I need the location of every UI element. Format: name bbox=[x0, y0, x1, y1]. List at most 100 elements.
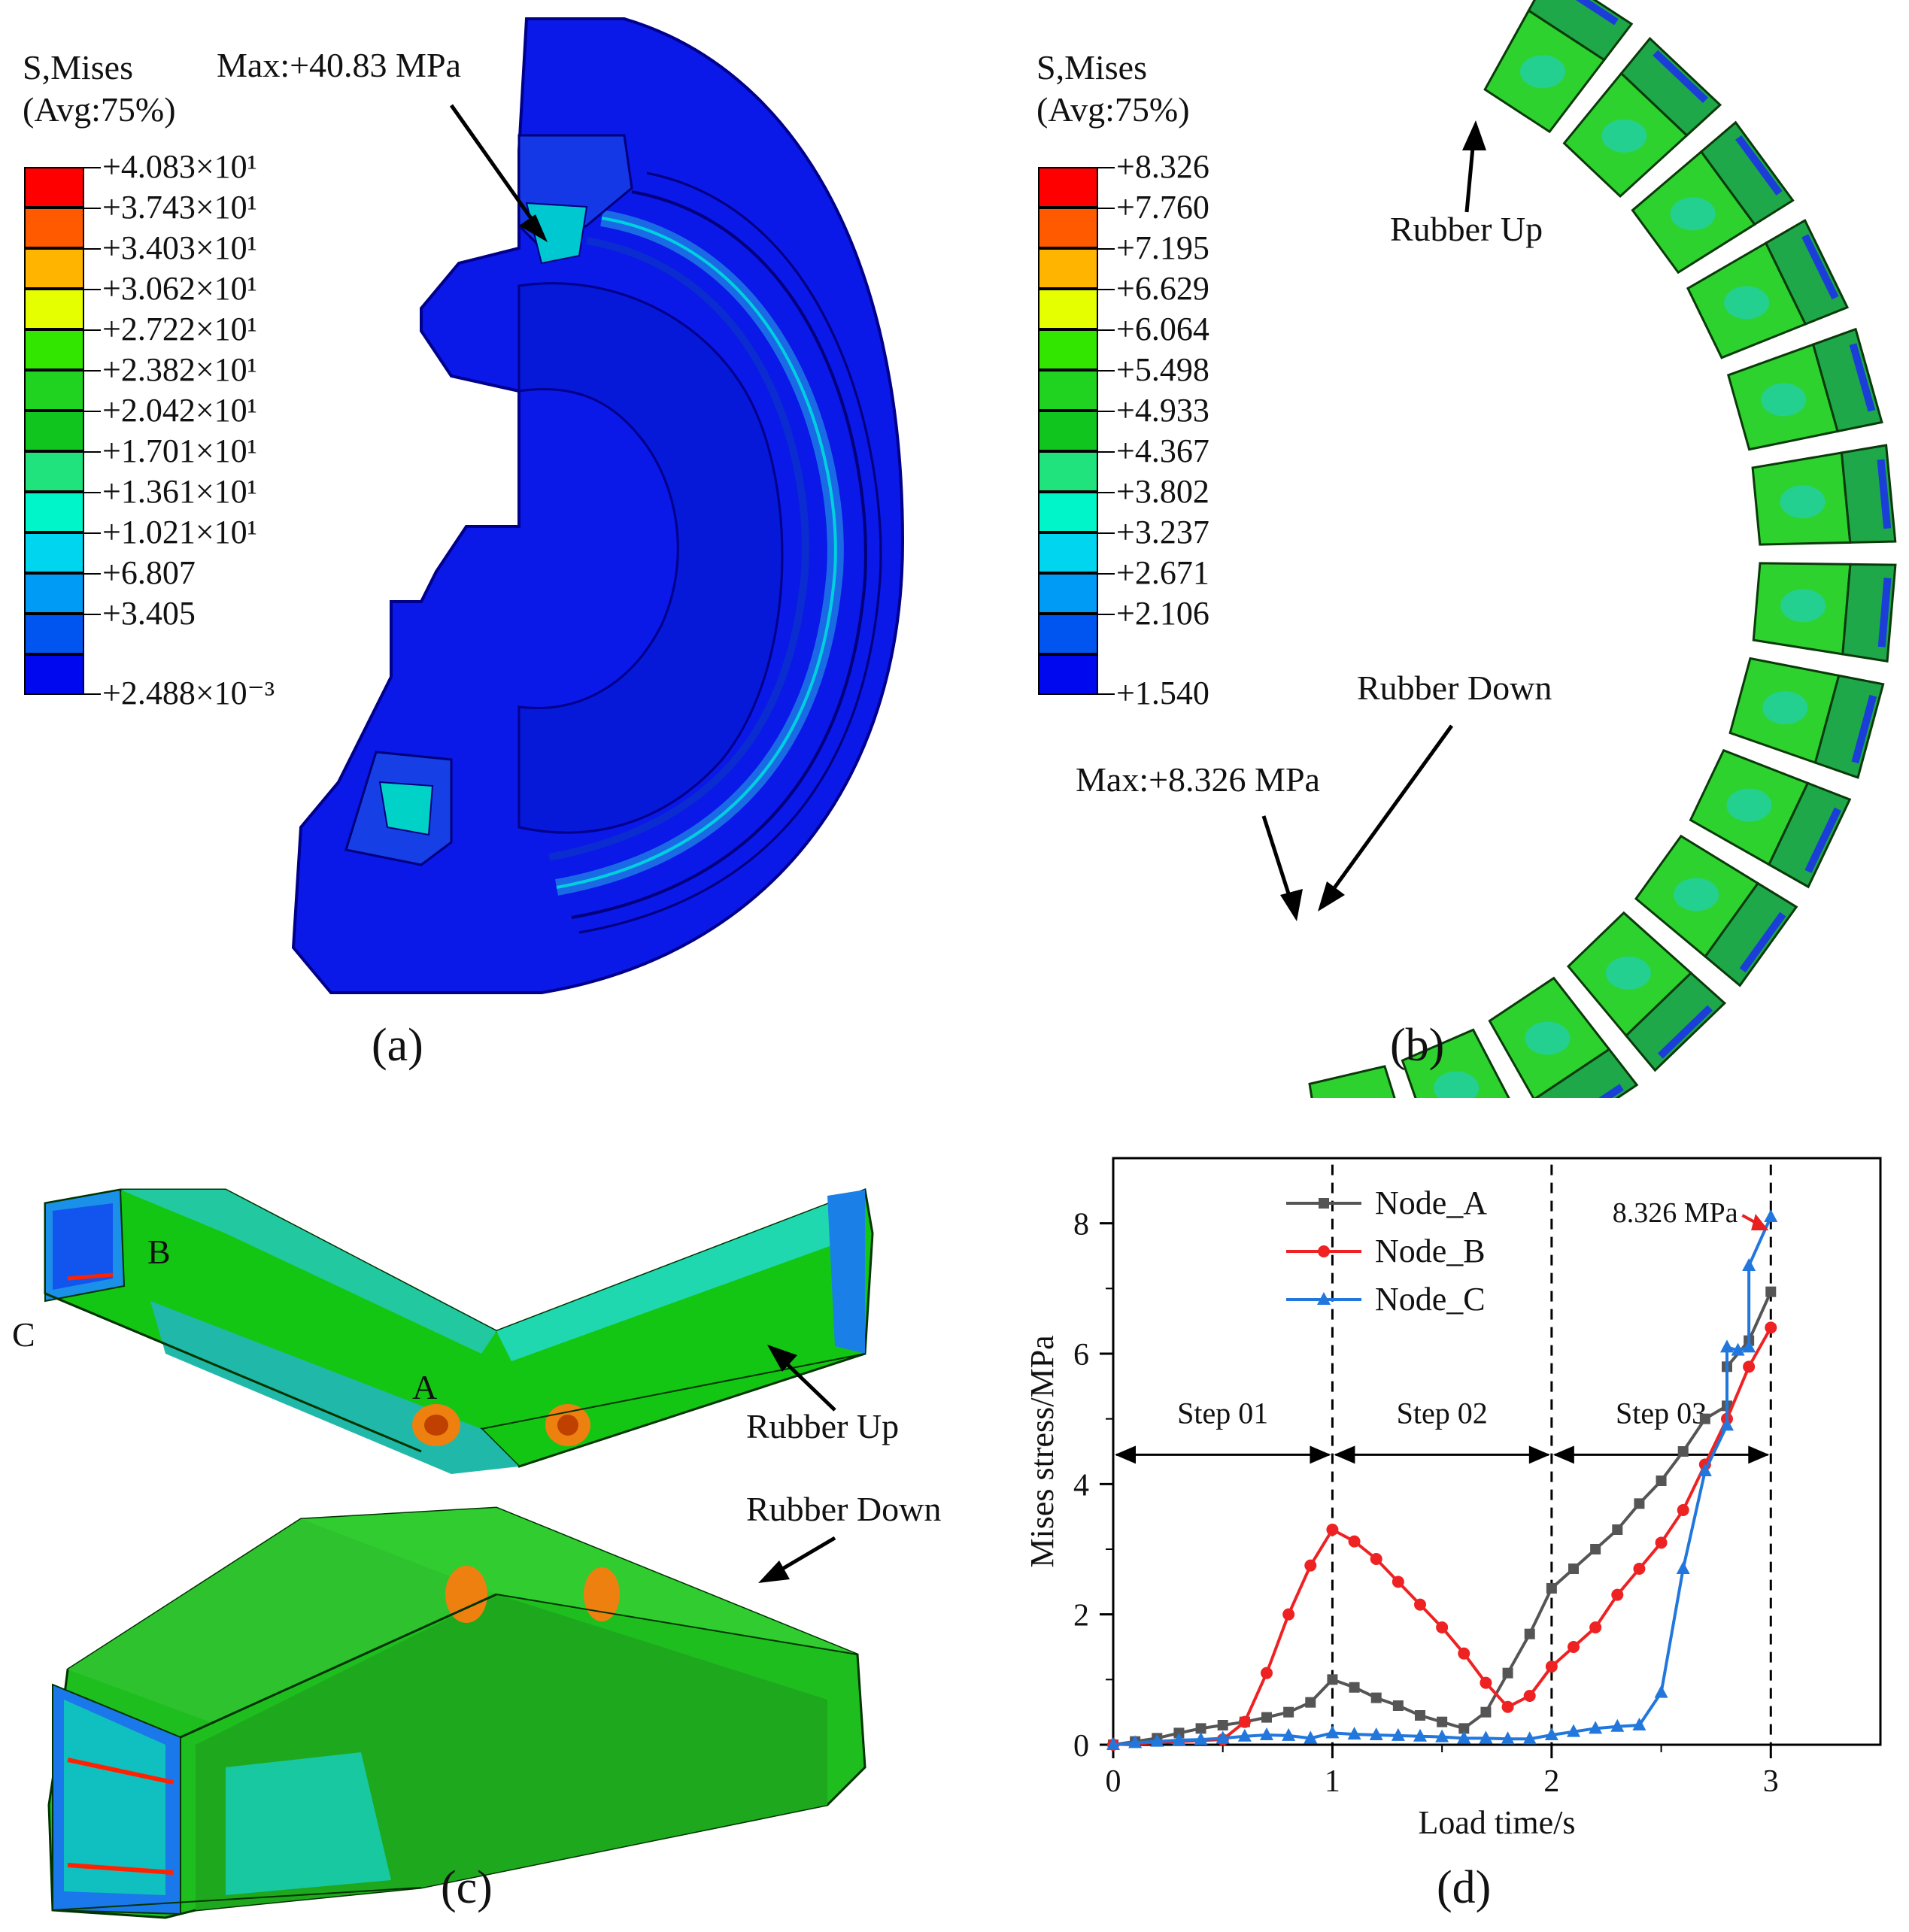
rubber-segment bbox=[1401, 1028, 1510, 1098]
legend-a-tick bbox=[84, 208, 101, 209]
marker-circle bbox=[1501, 1700, 1514, 1713]
marker-triangle bbox=[1106, 1737, 1120, 1750]
legend-b-label: +4.367 bbox=[1116, 432, 1209, 469]
marker-circle bbox=[1765, 1321, 1777, 1334]
legend-entry: Node_B bbox=[1375, 1233, 1486, 1269]
legend-b-tick bbox=[1098, 289, 1115, 290]
series-line-node_a bbox=[1112, 1291, 1773, 1746]
marker-square bbox=[1349, 1682, 1360, 1693]
legend-title-b: S,Mises (Avg:75%) bbox=[1036, 48, 1190, 129]
rubber-segment bbox=[1634, 834, 1798, 987]
marker-triangle bbox=[1317, 1292, 1331, 1305]
legend-a-tick bbox=[84, 614, 101, 615]
marker-triangle bbox=[1413, 1728, 1427, 1742]
label-rubber-up-b: Rubber Up bbox=[1390, 210, 1543, 248]
rubber-segments bbox=[1308, 0, 1897, 1098]
marker-square bbox=[1765, 1286, 1777, 1297]
legend-b-tick bbox=[1098, 693, 1115, 695]
marker-triangle bbox=[1501, 1731, 1515, 1745]
legend-a-swatch bbox=[24, 370, 84, 411]
marker-triangle bbox=[1632, 1718, 1646, 1730]
marker-circle bbox=[1318, 1245, 1330, 1257]
step-arrow-left bbox=[1115, 1445, 1136, 1464]
caption-d: (d) bbox=[1437, 1862, 1492, 1913]
legend-b-swatch bbox=[1038, 248, 1098, 289]
marker-square bbox=[1677, 1446, 1689, 1457]
marker-square bbox=[1283, 1706, 1294, 1718]
legend-a-tick bbox=[84, 370, 101, 372]
marker-square bbox=[1305, 1697, 1316, 1708]
marker-circle bbox=[1633, 1563, 1646, 1575]
legend-a-label: +1.361×10¹ bbox=[102, 473, 257, 510]
legend-a-swatch bbox=[24, 208, 84, 248]
panel-d: 0 1 2 3 0 2 4 6 8 Load time/s Mises stress/MPa Step… bbox=[1008, 1128, 1909, 1932]
legend-b-label: +5.498 bbox=[1116, 351, 1209, 388]
legend-b-swatch bbox=[1038, 614, 1098, 654]
marker-circle bbox=[1261, 1667, 1273, 1679]
legend-b-swatch bbox=[1038, 492, 1098, 532]
marker-square bbox=[1480, 1706, 1492, 1718]
marker-triangle bbox=[1589, 1721, 1603, 1734]
plot-frame bbox=[1112, 1157, 1882, 1746]
legend-b-tick bbox=[1098, 167, 1115, 168]
legend-title-a: S,Mises (Avg:75%) bbox=[23, 48, 176, 129]
marker-square bbox=[1656, 1476, 1667, 1486]
rubber-segment bbox=[1752, 562, 1897, 663]
marker-square bbox=[1612, 1524, 1623, 1535]
legend-entry: Node_C bbox=[1375, 1281, 1486, 1318]
pump-disc-model bbox=[291, 17, 905, 994]
marker-triangle bbox=[1742, 1339, 1756, 1353]
marker-circle bbox=[1545, 1661, 1558, 1673]
legend-a-swatch bbox=[24, 492, 84, 532]
x-tick-label: 3 bbox=[1763, 1764, 1779, 1799]
marker-triangle bbox=[1391, 1727, 1405, 1741]
legend-a-label: +1.021×10¹ bbox=[102, 514, 257, 550]
legend-a-label: +2.488×10⁻³ bbox=[102, 675, 275, 711]
marker-square bbox=[1392, 1700, 1404, 1711]
point-a-label: A bbox=[412, 1368, 438, 1406]
marker-circle bbox=[1370, 1553, 1382, 1565]
legend-entry: Node_A bbox=[1375, 1184, 1487, 1221]
legend-b-swatch bbox=[1038, 532, 1098, 573]
y-tick-label: 0 bbox=[1073, 1729, 1089, 1764]
legend-b: +8.326 +7.760 +7.195 +6.629 +6.064 +5.498 +4.9… bbox=[1038, 148, 1279, 711]
legend-b-label: +6.064 bbox=[1116, 311, 1209, 347]
marker-triangle bbox=[1150, 1733, 1164, 1747]
x-tick-label: 1 bbox=[1325, 1764, 1340, 1799]
marker-triangle bbox=[1304, 1730, 1318, 1744]
point-b-label: B bbox=[147, 1233, 171, 1271]
legend-b-label: +2.106 bbox=[1116, 595, 1209, 632]
marker-square bbox=[1590, 1544, 1601, 1554]
marker-square bbox=[1217, 1720, 1228, 1730]
marker-square bbox=[1699, 1413, 1710, 1424]
marker-triangle bbox=[1720, 1418, 1734, 1431]
legend-a-tick bbox=[84, 411, 101, 412]
marker-circle bbox=[1568, 1641, 1580, 1653]
legend-b-swatch bbox=[1038, 451, 1098, 492]
legend-a-label: +6.807 bbox=[102, 554, 196, 591]
legend-b-swatch bbox=[1038, 411, 1098, 451]
caption-c: (c) bbox=[441, 1862, 493, 1913]
marker-circle bbox=[1523, 1690, 1536, 1702]
panel-b: S,Mises (Avg:75%) +8.326 +7.760 +7.195 +6.6… bbox=[978, 0, 1909, 1098]
legend-b-swatch bbox=[1038, 208, 1098, 248]
legend-a-tick bbox=[84, 492, 101, 493]
marker-circle bbox=[1326, 1524, 1339, 1536]
legend-a-tick bbox=[84, 693, 101, 695]
legend-a-tick bbox=[84, 573, 101, 575]
marker-circle bbox=[1282, 1608, 1295, 1621]
legend-a-swatch bbox=[24, 289, 84, 329]
legend-b-tick bbox=[1098, 532, 1115, 534]
marker-circle bbox=[1589, 1621, 1602, 1633]
marker-circle bbox=[1414, 1598, 1426, 1611]
marker-triangle bbox=[1260, 1727, 1273, 1740]
legend-b-tick bbox=[1098, 329, 1115, 331]
marker-triangle bbox=[1325, 1725, 1340, 1739]
marker-square bbox=[1370, 1692, 1382, 1703]
legend-a-swatch bbox=[24, 614, 84, 654]
marker-circle bbox=[1458, 1647, 1470, 1660]
marker-triangle bbox=[1216, 1730, 1230, 1744]
marker-circle bbox=[1655, 1536, 1668, 1549]
marker-square bbox=[1458, 1723, 1470, 1734]
marker-triangle bbox=[1435, 1729, 1449, 1742]
